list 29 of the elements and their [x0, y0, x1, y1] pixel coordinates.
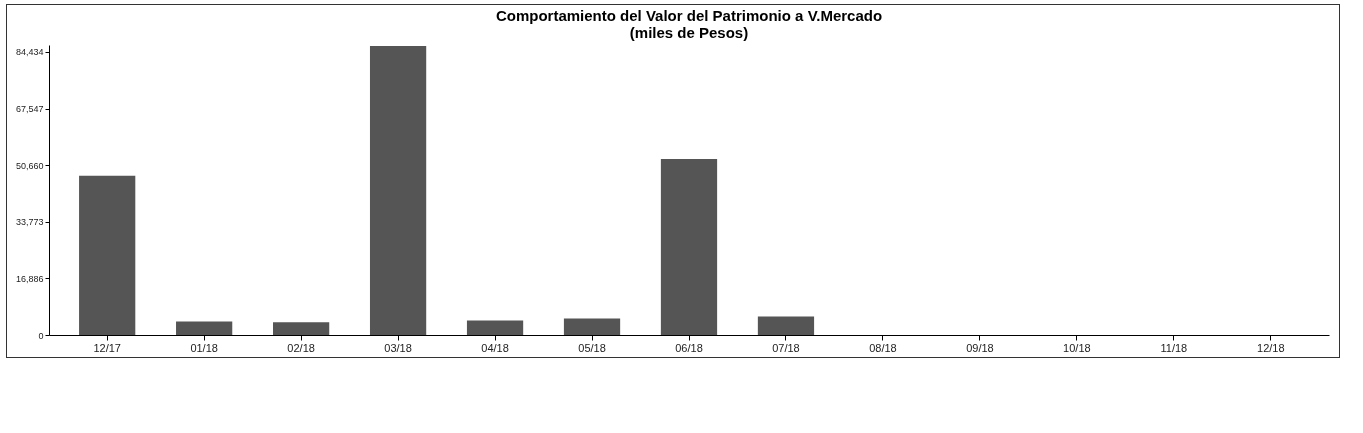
x-tick-label: 12/18 [1257, 341, 1285, 354]
x-tick-label: 09/18 [966, 341, 994, 354]
bar [466, 320, 524, 335]
bar [369, 46, 427, 335]
bar [660, 158, 718, 335]
x-tick-label: 01/18 [190, 341, 218, 354]
y-tick-label: 50,660 [15, 160, 44, 171]
x-tick-label: 10/18 [1063, 341, 1091, 354]
x-tick-label: 08/18 [869, 341, 897, 354]
y-tick-label: 0 [38, 330, 44, 341]
y-tick-label: 16,886 [15, 273, 44, 284]
chart-subtitle: (miles de Pesos) [629, 24, 749, 41]
x-tick-label: 11/18 [1160, 341, 1188, 354]
y-tick-label: 67,547 [15, 104, 44, 115]
bar [273, 322, 330, 335]
x-tick-label: 05/18 [578, 341, 606, 354]
x-tick-label: 04/18 [481, 341, 509, 354]
y-tick-label: 33,773 [15, 217, 44, 228]
y-tick-label: 84,434 [15, 47, 44, 58]
bar [757, 316, 815, 335]
chart-title: Comportamiento del Valor del Patrimonio a V.Mercado [495, 7, 883, 24]
bar [176, 321, 233, 335]
bar [563, 318, 621, 335]
x-tick-label: 06/18 [675, 341, 703, 354]
x-tick-label: 12/17 [93, 341, 121, 354]
x-tick-label: 07/18 [772, 341, 800, 354]
x-tick-label: 03/18 [384, 341, 412, 354]
x-tick-label: 02/18 [287, 341, 315, 354]
bar [79, 175, 136, 335]
